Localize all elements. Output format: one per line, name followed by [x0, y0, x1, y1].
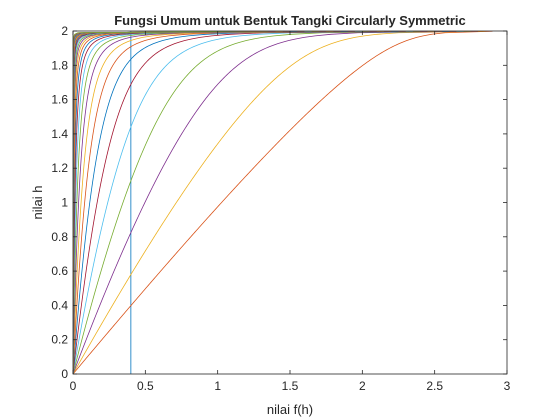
series-line-7	[73, 31, 450, 374]
y-tick-label: 1.2	[51, 161, 68, 175]
y-tick-label: 1.8	[51, 58, 68, 72]
y-tick-label: 2	[61, 24, 68, 38]
x-tick-label: 2.5	[426, 379, 443, 393]
series-line-6	[73, 31, 457, 374]
axes: 0 0.5 1 1.5 2 2.5 3 0 0.2 0.4 0.6 0.8 1 1.2 1.4 1.6 1.8 2	[51, 24, 510, 393]
series-line-2	[73, 31, 486, 374]
y-tick-label: 1	[61, 196, 68, 210]
x-tick-label: 1.5	[282, 379, 299, 393]
y-tick-label: 1.4	[51, 127, 68, 141]
series-line-8	[73, 31, 442, 374]
plot-area	[73, 31, 507, 374]
series-line-1	[73, 31, 493, 374]
y-axis-label: nilai h	[30, 186, 45, 220]
series-line-5	[73, 31, 464, 374]
y-tick-label: 0.8	[51, 230, 68, 244]
y-tick-label: 0.2	[51, 333, 68, 347]
x-axis-label: nilai f(h)	[267, 402, 313, 417]
x-tick-label: 1	[214, 379, 221, 393]
y-tick-label: 0.4	[51, 298, 68, 312]
chart-title: Fungsi Umum untuk Bentuk Tangki Circular…	[114, 13, 466, 28]
x-tick-label: 0	[70, 379, 77, 393]
x-tick-label: 3	[504, 379, 511, 393]
series-line-10	[73, 31, 428, 374]
y-tick-label: 1.6	[51, 93, 68, 107]
series-line-9	[73, 31, 435, 374]
x-tick-label: 0.5	[137, 379, 154, 393]
series-line-4	[73, 31, 471, 374]
series-line-3	[73, 31, 479, 374]
y-tick-label: 0.6	[51, 264, 68, 278]
y-tick-label: 0	[61, 367, 68, 381]
x-tick-label: 2	[359, 379, 366, 393]
